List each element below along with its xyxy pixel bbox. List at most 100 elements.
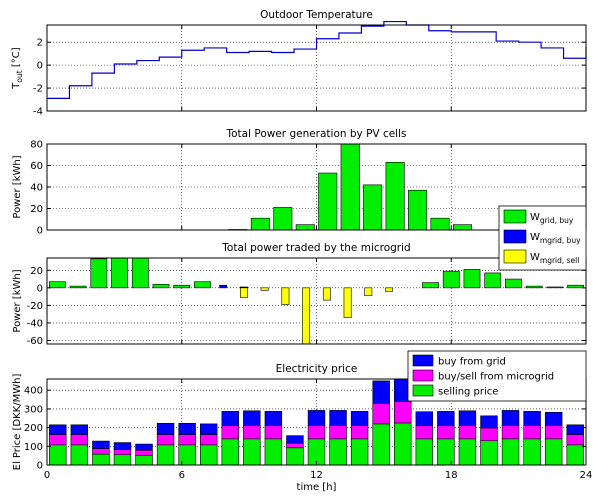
price-bar-segment-1	[70, 434, 89, 446]
price-bar-segment-2	[480, 415, 498, 429]
y-axis-label-unit: [°C]	[11, 47, 22, 70]
y-tick-label: 0	[37, 61, 43, 72]
legend-swatch	[503, 249, 527, 264]
legend-swatch	[412, 354, 434, 367]
y-axis-label: Power [kWh]	[12, 269, 23, 332]
legend-label-main: W	[530, 252, 540, 263]
y-tick-label: 200	[24, 423, 43, 434]
price-bar-segment-1	[329, 425, 347, 440]
trade-bar-series-0	[567, 284, 585, 289]
price-bar-segment-2	[49, 424, 67, 435]
x-tick-label: 0	[44, 470, 50, 481]
trade-bar-series-0	[131, 257, 149, 289]
trade-bar-series-0	[194, 281, 211, 289]
price-bar-segment-1	[523, 425, 541, 440]
price-bar-segment-2	[70, 424, 89, 435]
price-bar-segment-0	[156, 444, 175, 466]
y-axis-label: El Price [DKK/MWh]	[12, 374, 23, 471]
price-bar-segment-0	[135, 454, 153, 466]
price-bar-segment-1	[135, 449, 153, 456]
chart-title: Total power traded by the microgrid	[221, 242, 410, 254]
y-tick-label: 40	[30, 183, 43, 194]
x-tick-label: 24	[580, 470, 593, 481]
y-tick-label: 0	[37, 283, 43, 294]
price-bar-segment-2	[221, 411, 239, 427]
price-bar-segment-0	[415, 438, 434, 466]
legend-swatch	[412, 369, 434, 382]
y-tick-label: 80	[30, 140, 43, 151]
pv-bar	[318, 172, 338, 231]
y-axis-label: Tout [°C]	[11, 47, 24, 89]
price-bar-segment-2	[178, 423, 196, 435]
chart-title: Outdoor Temperature	[260, 9, 373, 21]
price-bar-segment-0	[329, 438, 347, 466]
y-tick-label: 0	[37, 461, 43, 472]
price-bar-segment-2	[135, 443, 153, 451]
trade-bar-series-1	[219, 284, 228, 289]
y-tick-label: 60	[30, 161, 43, 172]
price-bar-segment-1	[437, 425, 455, 440]
trade-bar-series-0	[546, 286, 564, 289]
price-bar-segment-0	[264, 438, 283, 466]
price-bar-segment-1	[394, 401, 412, 424]
price-bar-segment-0	[221, 438, 239, 466]
pv-bar	[273, 207, 293, 231]
price-bar-segment-2	[156, 423, 175, 435]
price-bar-segment-2	[92, 440, 110, 449]
price-bar-segment-0	[70, 444, 89, 466]
price-bar-segment-2	[113, 442, 132, 450]
price-bar-segment-2	[350, 411, 369, 426]
price-bar-segment-0	[286, 447, 304, 466]
chart-title: Electricity price	[276, 363, 358, 375]
trade-bar-series-0	[442, 270, 460, 289]
x-tick-label: 6	[179, 470, 185, 481]
legend-label-sub: mgrid, buy	[540, 236, 581, 245]
price-bar-segment-0	[243, 438, 261, 466]
price-bar-segment-1	[415, 425, 434, 440]
temperature-step-line	[47, 20, 587, 99]
price-bar-segment-1	[480, 427, 498, 441]
pv-bar	[340, 143, 360, 231]
x-tick-label: 18	[445, 470, 458, 481]
price-bar-segment-0	[480, 440, 498, 466]
trade-bar-series-2	[281, 287, 290, 305]
legend-label-main: W	[530, 232, 540, 243]
pv-bar	[385, 161, 405, 231]
pv-bar	[430, 217, 450, 231]
legend-label: selling price	[438, 387, 498, 398]
legend-label: Wmgrid, sell	[530, 252, 579, 265]
pv-bar	[363, 184, 383, 231]
pv-bar	[408, 189, 428, 231]
legend-swatch	[503, 229, 527, 244]
trade-bar-series-0	[463, 269, 481, 289]
legend-label-sub: grid, buy	[540, 216, 574, 225]
price-bar-segment-2	[437, 411, 455, 427]
y-tick-label: 400	[24, 386, 43, 397]
y-tick-label: 2	[37, 38, 43, 49]
price-bar-segment-1	[501, 425, 520, 440]
y-tick-label: 20	[30, 266, 43, 277]
y-axis-label-main: T	[11, 82, 22, 90]
x-axis-label: time [h]	[297, 482, 337, 493]
price-bar-segment-0	[394, 422, 412, 466]
price-bar-segment-2	[501, 410, 520, 426]
y-tick-label: -20	[27, 301, 43, 312]
price-bar-segment-0	[199, 444, 218, 466]
price-bar-segment-2	[523, 411, 541, 426]
y-tick-label: -40	[27, 318, 43, 329]
electricity-price-panel: 0 100 200 300 400 0 6 12 18 24 Electricity price ti…	[12, 350, 593, 493]
price-bar-segment-0	[523, 438, 541, 466]
price-bar-segment-0	[372, 423, 390, 466]
x-tick-label: 12	[310, 470, 323, 481]
price-bar-segment-2	[415, 411, 434, 427]
trade-bar-series-2	[385, 287, 393, 292]
price-bar-segment-1	[199, 434, 218, 446]
price-bar-segment-2	[329, 410, 347, 426]
price-bar-segment-2	[243, 410, 261, 426]
pv-generation-panel: 0 20 40 60 80 Total Power generation by PV ce…	[12, 128, 587, 237]
price-bar-segment-1	[286, 442, 304, 449]
y-tick-label: 20	[30, 204, 43, 215]
price-bar-segment-0	[350, 438, 369, 466]
legend-label-main: W	[530, 212, 540, 223]
